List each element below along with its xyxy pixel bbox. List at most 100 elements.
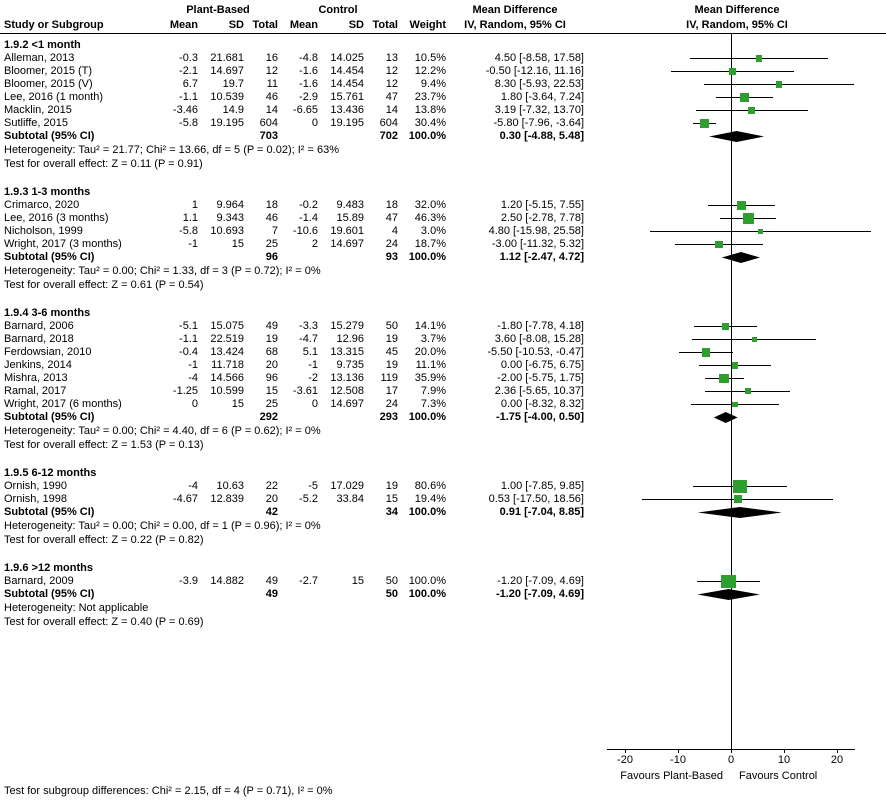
pb-mean: 1.1 — [182, 212, 198, 224]
spacer-cell — [198, 506, 244, 519]
pb-mean: 6.7 — [182, 78, 198, 90]
pb-total: 49 — [265, 588, 278, 600]
effect-square — [721, 575, 737, 588]
effect-square — [731, 362, 739, 369]
plot-cell — [584, 52, 886, 65]
weight: 10.5% — [414, 52, 446, 64]
weight: 30.4% — [414, 117, 446, 129]
subgroup-title: 1.9.3 1-3 months — [4, 186, 91, 198]
study-name: Ferdowsian, 2010 — [4, 346, 92, 358]
ctl-total: 50 — [385, 320, 398, 332]
plot-cell — [584, 225, 886, 238]
study-name: Barnard, 2018 — [4, 333, 74, 345]
pb-sd: 15 — [231, 398, 244, 410]
study-name: Ornish, 1998 — [4, 493, 67, 505]
axis-tick-label: 20 — [830, 754, 844, 766]
plot-cell — [584, 78, 886, 91]
pb-total: 96 — [265, 372, 278, 384]
ctl-mean: 5.1 — [302, 346, 318, 358]
weight: 7.9% — [420, 385, 446, 397]
study-row: Mishra, 2013 -4 14.566 96 -2 13.136 119 35.9% -2… — [0, 372, 886, 385]
ctl-mean: -1 — [308, 359, 318, 371]
ctl-sd: 15.279 — [330, 320, 364, 332]
ci-text: -0.50 [-12.16, 11.16] — [485, 65, 584, 77]
forest-plot-body: 1.9.2 <1 month Alleman, 2013 -0.3 21.681 16 -… — [0, 34, 886, 749]
study-row: Lee, 2016 (3 months) 1.1 9.343 46 -1.4 15.89 4… — [0, 212, 886, 225]
ctl-total: 45 — [385, 346, 398, 358]
subgroup-title: 1.9.6 >12 months — [4, 562, 93, 574]
weight: 9.4% — [420, 78, 446, 90]
ctl-total: 12 — [385, 65, 398, 77]
weight: 19.4% — [414, 493, 446, 505]
study-name: Bloomer, 2015 (V) — [4, 78, 93, 90]
ci-text: -1.75 [-4.00, 0.50] — [495, 411, 584, 423]
favours-left-label: Favours Plant-Based — [620, 770, 723, 782]
effect-square — [748, 106, 756, 115]
study-name: Bloomer, 2015 (T) — [4, 65, 93, 77]
plot-cell — [584, 143, 886, 157]
pb-total: 16 — [265, 52, 278, 64]
plot-cell — [584, 411, 886, 424]
study-name: Alleman, 2013 — [4, 52, 75, 64]
overall-effect-row: Test for overall effect: Z = 0.61 (P = 0… — [0, 278, 886, 292]
ci-text: 0.91 [-7.04, 8.85] — [499, 506, 584, 518]
plot-cell — [584, 506, 886, 519]
ctl-sd: 15.761 — [330, 91, 364, 103]
ci-column-header: IV, Random, 95% CI — [464, 19, 566, 31]
study-row: Barnard, 2018 -1.1 22.519 19 -4.7 12.96 19 3.7%… — [0, 333, 886, 346]
pb-total: 20 — [265, 493, 278, 505]
ci-text: 1.12 [-2.47, 4.72] — [499, 251, 584, 263]
pb-total: 49 — [265, 320, 278, 332]
ci-plot-column-header: IV, Random, 95% CI — [686, 19, 788, 31]
ctl-sd: 13.315 — [330, 346, 364, 358]
axis-tick-label: 10 — [777, 754, 791, 766]
study-row: Barnard, 2006 -5.1 15.075 49 -3.3 15.279 50 14.… — [0, 320, 886, 333]
weight: 100.0% — [408, 506, 446, 518]
study-row: Lee, 2016 (1 month) -1.1 10.539 46 -2.9 15.76… — [0, 91, 886, 104]
weight: 3.7% — [420, 333, 446, 345]
study-name: Ornish, 1990 — [4, 480, 67, 492]
ctl-total: 19 — [385, 359, 398, 371]
subtotal-label: Subtotal (95% CI) — [4, 411, 95, 423]
pb-sd: 9.343 — [216, 212, 244, 224]
pb-mean: -4 — [188, 372, 198, 384]
pb-mean: -5.8 — [179, 225, 198, 237]
study-row: Crimarco, 2020 1 9.964 18 -0.2 9.483 18 32.0% 1.… — [0, 199, 886, 212]
spacer-cell — [278, 588, 318, 601]
plot-cell — [584, 186, 886, 199]
spacer-cell — [198, 251, 244, 264]
effect-square — [715, 240, 724, 249]
study-row: Bloomer, 2015 (T) -2.1 14.697 12 -1.6 14.454 1… — [0, 65, 886, 78]
plot-cell — [584, 130, 886, 143]
ctl-sd: 19.601 — [330, 225, 364, 237]
header-group-row: Plant-Based Control Mean Difference Mean… — [0, 3, 886, 18]
weight: 100.0% — [408, 575, 446, 587]
plot-cell — [584, 199, 886, 212]
study-row: Wright, 2017 (6 months) 0 15 25 0 14.697 24 7.3… — [0, 398, 886, 411]
effect-square — [742, 212, 754, 224]
heterogeneity-text: Heterogeneity: Not applicable — [4, 602, 149, 614]
ci-text: -2.00 [-5.75, 1.75] — [497, 372, 584, 384]
study-name: Macklin, 2015 — [4, 104, 72, 116]
ctl-total: 15 — [385, 493, 398, 505]
pb-total: 46 — [265, 212, 278, 224]
spacer-cell — [318, 411, 364, 424]
ctl-total: 47 — [385, 212, 398, 224]
axis-direction-labels: Favours Plant-Based Favours Control — [0, 769, 886, 783]
spacer-cell — [278, 411, 318, 424]
pb-mean: -1.1 — [179, 91, 198, 103]
pb-mean: -4.67 — [172, 493, 198, 505]
effect-square — [755, 55, 763, 62]
pb-sd: 15.075 — [210, 320, 244, 332]
ctl-total: 4 — [391, 225, 398, 237]
pb-total: 22 — [265, 480, 278, 492]
study-name: Crimarco, 2020 — [4, 199, 80, 211]
ci-text: -5.50 [-10.53, -0.47] — [487, 346, 584, 358]
plot-cell — [584, 601, 886, 615]
ci-text: 2.50 [-2.78, 7.78] — [500, 212, 584, 224]
ctl-total: 13 — [385, 52, 398, 64]
spacer-cell — [318, 588, 364, 601]
axis-tick-label: -10 — [670, 754, 686, 766]
study-row: Ferdowsian, 2010 -0.4 13.424 68 5.1 13.315 45 2… — [0, 346, 886, 359]
